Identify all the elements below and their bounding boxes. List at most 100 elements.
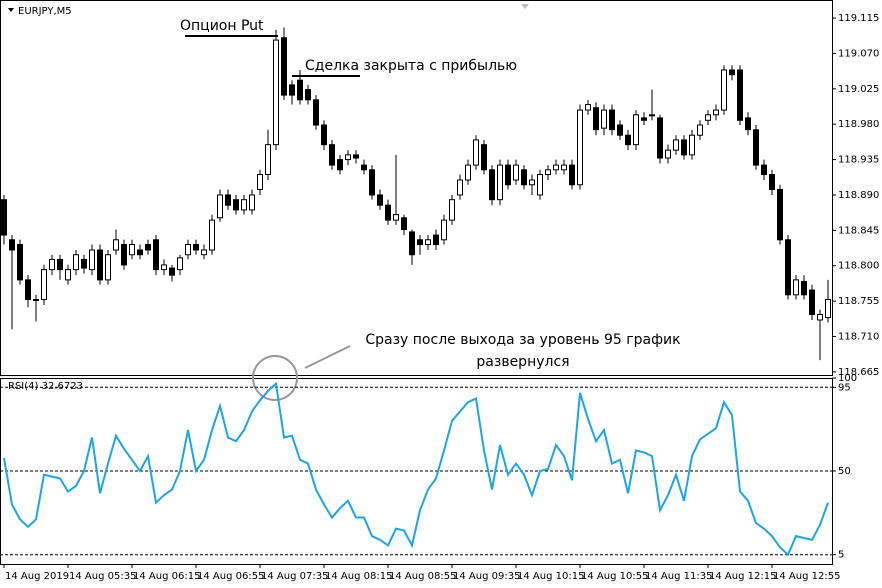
y-tick-label: 119.025 <box>838 84 879 95</box>
candle-body <box>521 169 527 186</box>
candle-body <box>649 114 655 117</box>
x-tick-label: 14 Aug 05:35 <box>69 571 136 582</box>
candle-body <box>753 129 759 166</box>
candle-body <box>161 264 167 271</box>
candle-body <box>329 144 335 166</box>
x-tick-label: 14 Aug 2019 <box>5 571 69 582</box>
candle-body <box>593 107 599 131</box>
candle-body <box>481 144 487 171</box>
candle-body <box>185 243 191 256</box>
highlight-circle <box>252 355 298 401</box>
candle-body <box>377 194 383 206</box>
candle-body <box>553 164 559 171</box>
x-tick-label: 14 Aug 07:35 <box>261 571 328 582</box>
candle-body <box>801 280 807 296</box>
candle-body <box>65 269 71 281</box>
y-tick-label: 118.665 <box>838 367 879 378</box>
x-tick-label: 14 Aug 12:55 <box>773 571 840 582</box>
candle-body <box>33 299 39 302</box>
candle-body <box>473 139 479 166</box>
candle-body <box>129 243 135 256</box>
y-tick-label: 119.070 <box>838 48 879 59</box>
candle-body <box>777 188 783 241</box>
candle-body <box>537 174 543 196</box>
candle-body <box>529 179 535 186</box>
candle-body <box>145 243 151 251</box>
candle-body <box>665 149 671 159</box>
candle-body <box>9 239 15 251</box>
candle-body <box>417 239 423 245</box>
candle-body <box>705 114 711 121</box>
candle-body <box>425 239 431 245</box>
scroll-marker <box>521 4 529 9</box>
candle-body <box>369 169 375 196</box>
candle-body <box>817 313 823 321</box>
x-tick-label: 14 Aug 08:15 <box>325 571 392 582</box>
candle-body <box>1 199 7 236</box>
candle-body <box>57 258 63 271</box>
candle-body <box>713 109 719 116</box>
candle-body <box>745 117 751 131</box>
candle-body <box>17 243 23 281</box>
candle-body <box>265 144 271 176</box>
candle-body <box>561 164 567 171</box>
candle-body <box>689 134 695 156</box>
candle-body <box>73 254 79 271</box>
candle-body <box>321 124 327 146</box>
candle-body <box>633 114 639 146</box>
candle-body <box>249 194 255 211</box>
y-tick-label: 118.935 <box>838 155 879 166</box>
candle-body <box>641 117 647 121</box>
candle-body <box>617 124 623 136</box>
candle-body <box>41 269 47 301</box>
candle-body <box>497 164 503 201</box>
candle-body <box>769 174 775 190</box>
candle-body <box>25 279 31 301</box>
candle-body <box>825 299 831 319</box>
rsi-line <box>3 381 829 557</box>
annotation: развернулся <box>476 354 569 370</box>
x-tick-label: 14 Aug 10:55 <box>581 571 648 582</box>
candle-body <box>121 243 127 266</box>
candle-body <box>209 219 215 251</box>
candle-body <box>737 69 743 121</box>
candle-body <box>513 164 519 181</box>
candle-body <box>585 104 591 111</box>
candle-body <box>193 243 199 251</box>
candle-body <box>401 217 407 231</box>
y-tick-label: 119.115 <box>838 13 879 24</box>
y-tick-label: 50 <box>838 466 851 477</box>
candle-body <box>241 199 247 211</box>
x-tick-label: 14 Aug 11:35 <box>645 571 712 582</box>
y-tick-label: 118.890 <box>838 190 879 201</box>
candle-body <box>609 109 615 131</box>
y-tick-label: 118.755 <box>838 296 879 307</box>
candle-body <box>577 109 583 186</box>
candle-body <box>225 194 231 206</box>
candle-body <box>81 258 87 269</box>
candle-body <box>809 289 815 315</box>
candle-body <box>441 219 447 241</box>
candle-body <box>793 279 799 296</box>
candle-body <box>433 234 439 245</box>
candle-body <box>289 84 295 96</box>
candle-body <box>89 249 95 271</box>
x-tick-label: 14 Aug 10:15 <box>517 571 584 582</box>
candle-body <box>273 39 279 146</box>
candle-body <box>657 117 663 159</box>
x-tick-label: 14 Aug 09:35 <box>453 571 520 582</box>
candle-body <box>345 154 351 161</box>
y-tick-label: 5 <box>838 550 844 561</box>
annotation: Сразу после выхода за уровень 95 график <box>365 332 680 348</box>
x-tick-label: 14 Aug 06:15 <box>133 571 200 582</box>
candle-body <box>449 199 455 221</box>
candle-body <box>257 174 263 190</box>
candle-body <box>569 164 575 186</box>
candle-body <box>313 99 319 126</box>
candle-body <box>393 214 399 221</box>
y-tick-label: 118.710 <box>838 331 879 342</box>
candle-body <box>385 204 391 221</box>
y-tick-label: 100 <box>838 373 857 384</box>
